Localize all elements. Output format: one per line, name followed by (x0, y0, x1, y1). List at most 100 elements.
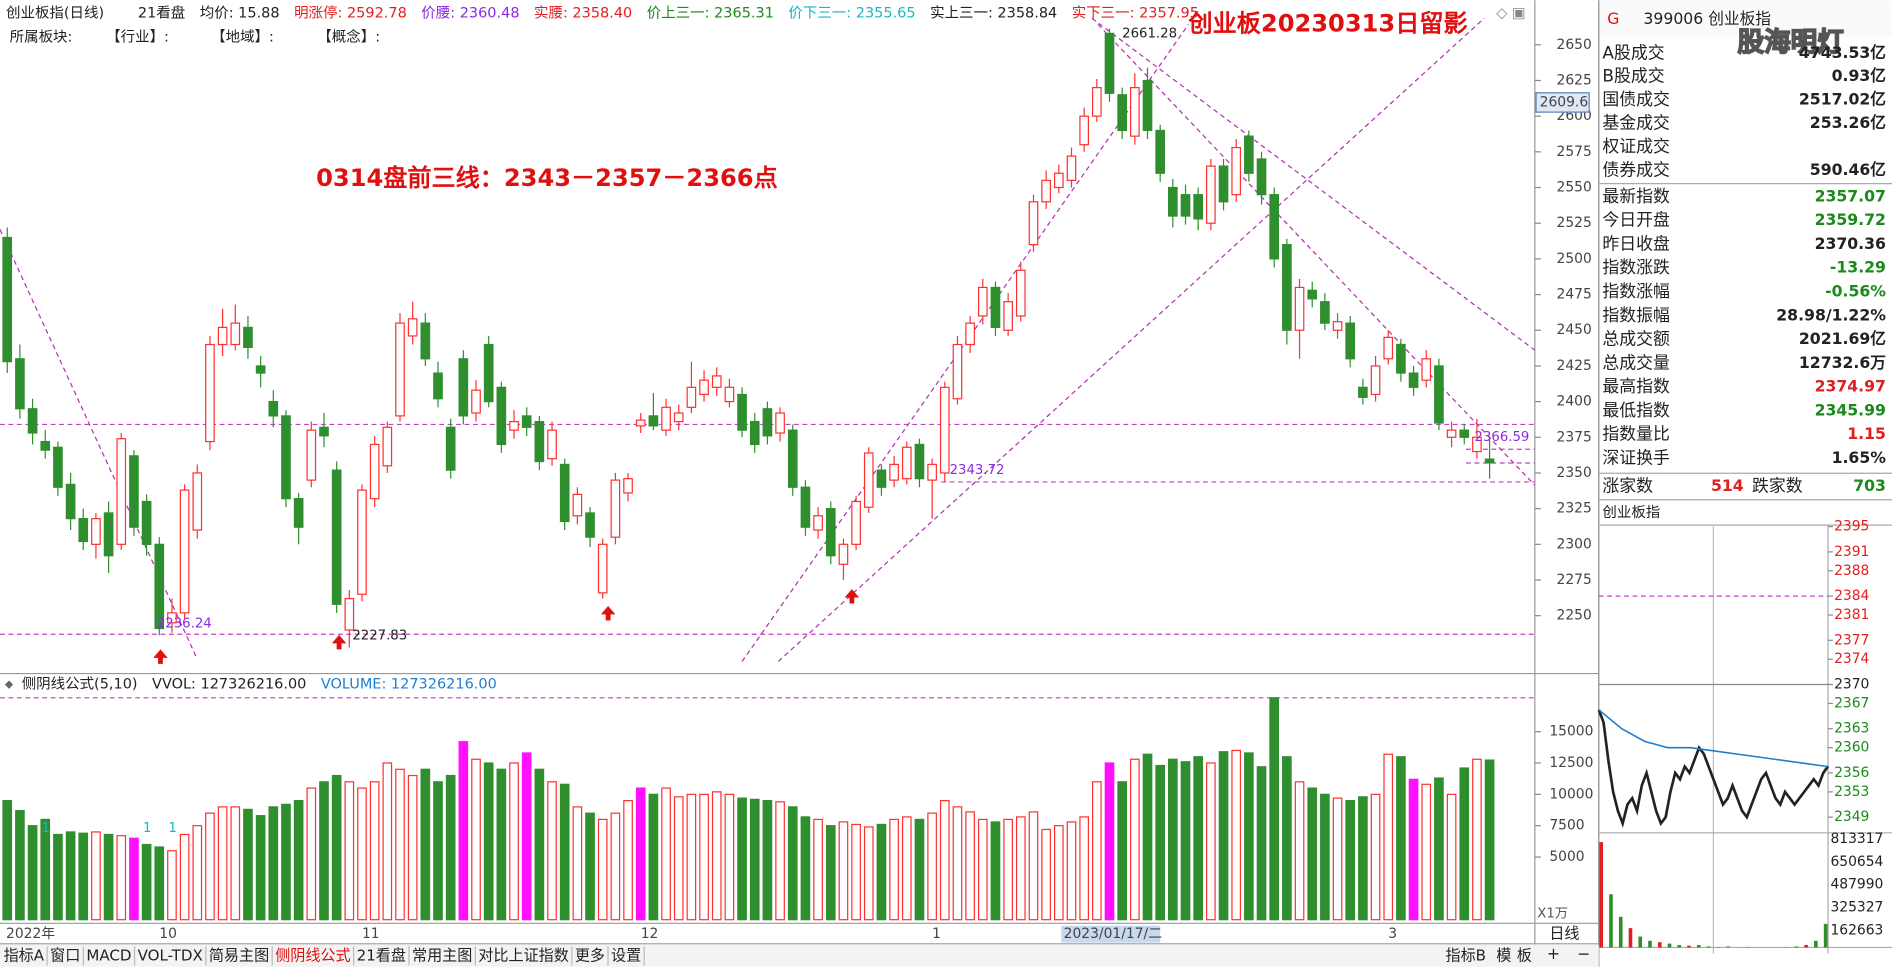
signal-label: 1 (168, 821, 176, 836)
volume-bar (1484, 759, 1495, 921)
volume-bar (420, 768, 431, 921)
volume-bar (737, 797, 747, 921)
volume-bar (952, 806, 963, 921)
chart-title: 创业板20230313日留影 (1188, 9, 1468, 37)
volume-bar (154, 846, 165, 921)
candle-body (293, 498, 304, 528)
volume-bar (1370, 793, 1381, 921)
volume-bar (243, 808, 253, 921)
header-item: 价下三一: 2355.65 (788, 6, 915, 22)
toolbar-tab[interactable]: 板 (1517, 946, 1532, 964)
toolbar-tab[interactable]: 简易主图 (209, 946, 269, 964)
candle-body (167, 612, 177, 624)
header-item: 明涨停: 2592.78 (294, 5, 407, 22)
intraday-volume-bar (1687, 945, 1691, 948)
candle-body (1358, 386, 1368, 398)
candle-body (217, 326, 228, 346)
price-label: 2227.83 (352, 628, 407, 643)
candle-body (1269, 194, 1280, 260)
volume-bar (2, 800, 13, 921)
sector-label: 所属板块: (10, 28, 73, 46)
candle-body (977, 286, 988, 317)
volume-bar (65, 831, 76, 921)
candle-body (724, 386, 735, 403)
row-label: 最高指数 (1602, 376, 1670, 396)
candle-body (1028, 201, 1039, 246)
volume-bar (129, 837, 139, 921)
volume-bar (534, 768, 545, 921)
volume-bar (1408, 778, 1419, 921)
candle-body (952, 343, 963, 400)
y-tick-label: 2353 (1834, 784, 1869, 800)
volume-header: VOLUME: 127326216.00 (321, 676, 497, 692)
candle-body (1434, 365, 1444, 424)
y-tick-label: 2356 (1834, 765, 1869, 781)
breadth-up: 514 (1711, 476, 1744, 495)
toolbar-bg (0, 945, 1599, 967)
candle-body (192, 472, 203, 531)
y-tick-label: 2384 (1834, 588, 1869, 604)
toolbar-tab[interactable]: MACD (86, 946, 131, 964)
candle-body (648, 415, 659, 427)
row-label: 最新指数 (1602, 186, 1670, 206)
volume-bar (1079, 816, 1089, 921)
candle-body (1206, 165, 1216, 224)
candle-body (661, 406, 671, 431)
header-item: 价上三一: 2365.31 (647, 5, 774, 22)
candle-body (1446, 429, 1457, 438)
candle-body (116, 438, 127, 545)
toolbar-tab[interactable]: 21看盘 (357, 946, 406, 964)
intraday-volume-bar (1599, 842, 1604, 948)
zoom-button[interactable]: − (1577, 944, 1590, 963)
volume-bar (1104, 762, 1115, 921)
volume-bar (699, 793, 709, 921)
y-tick-label: 15000 (1549, 724, 1593, 740)
y-tick-label: 2363 (1834, 721, 1869, 737)
y-tick-label: 2325 (1557, 501, 1592, 517)
arrow (331, 634, 347, 650)
signal-label: 1 (143, 821, 151, 836)
candle-body (1472, 436, 1482, 453)
x-tick-label: 11 (362, 926, 380, 942)
candle-body (1231, 146, 1242, 196)
toolbar-tab[interactable]: 更多 (575, 946, 605, 964)
toolbar-tab[interactable]: 对比上证指数 (478, 946, 568, 964)
y-tick-label: 2367 (1834, 695, 1869, 711)
y-tick-label: 2388 (1834, 563, 1869, 579)
toolbar-tab[interactable]: 常用主图 (412, 946, 472, 964)
y-tick-label: 2375 (1557, 429, 1592, 445)
volume-bar (1117, 781, 1127, 921)
candle-body (1370, 365, 1381, 396)
signal-label: 1 (42, 821, 50, 836)
volume-bar (1155, 764, 1166, 921)
candle-body (1218, 165, 1229, 203)
y-tick-label: 650654 (1830, 854, 1883, 870)
zoom-button[interactable]: + (1547, 944, 1560, 963)
candle-body (737, 393, 747, 431)
row-value: 1.15 (1847, 424, 1886, 443)
volume-bar (825, 825, 836, 921)
y-tick-label: 2625 (1557, 72, 1592, 88)
toolbar-tab[interactable]: 窗口 (50, 946, 80, 964)
candle-body (407, 318, 418, 337)
candle-body (205, 343, 215, 443)
volume-bar (914, 818, 925, 921)
toolbar-tab[interactable]: 侧阴线公式 (275, 946, 350, 964)
candle-body (1484, 458, 1495, 464)
y-tick-label: 2575 (1557, 144, 1592, 160)
volume-bar (1446, 793, 1457, 921)
volume-bar (319, 781, 329, 921)
toolbar-tab[interactable]: 设置 (611, 946, 641, 964)
toolbar-tab[interactable]: 指标A (4, 946, 45, 964)
toolbar-tab[interactable]: VOL-TDX (138, 946, 203, 964)
row-value: 2517.02亿 (1799, 90, 1886, 109)
volume-bar (673, 796, 684, 921)
period[interactable]: 日线 (1549, 925, 1579, 943)
candle-body (471, 389, 481, 414)
candle-body (1421, 358, 1432, 381)
candle-body (597, 543, 608, 594)
arrow (153, 649, 168, 664)
toolbar-tab[interactable]: 模 (1496, 946, 1511, 964)
toolbar-tab[interactable]: 指标B (1446, 946, 1487, 964)
y-tick-label: 2391 (1834, 544, 1869, 560)
